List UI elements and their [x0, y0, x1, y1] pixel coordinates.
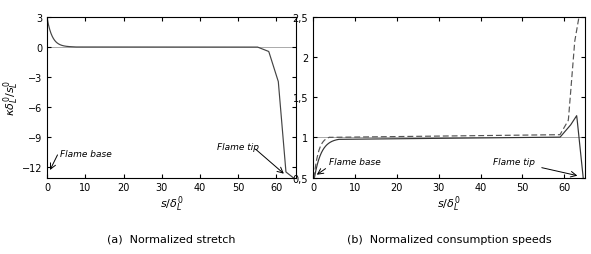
- Text: Flame tip: Flame tip: [217, 143, 259, 152]
- Text: Flame tip: Flame tip: [493, 158, 535, 167]
- Text: (a)  Normalized stretch: (a) Normalized stretch: [107, 234, 236, 244]
- Text: (b)  Normalized consumption speeds: (b) Normalized consumption speeds: [347, 234, 551, 244]
- Text: Flame base: Flame base: [60, 150, 112, 159]
- X-axis label: $s/\delta_L^0$: $s/\delta_L^0$: [160, 194, 183, 214]
- X-axis label: $s/\delta_L^0$: $s/\delta_L^0$: [437, 194, 461, 214]
- Y-axis label: $\kappa\delta_L^0/s_L^0$: $\kappa\delta_L^0/s_L^0$: [1, 80, 21, 116]
- Text: Flame base: Flame base: [329, 158, 381, 167]
